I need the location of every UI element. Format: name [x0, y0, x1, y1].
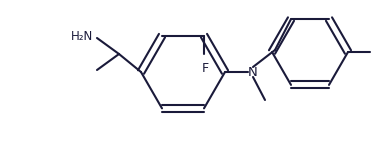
- Text: N: N: [248, 66, 258, 78]
- Text: H₂N: H₂N: [71, 30, 93, 42]
- Text: F: F: [201, 62, 209, 75]
